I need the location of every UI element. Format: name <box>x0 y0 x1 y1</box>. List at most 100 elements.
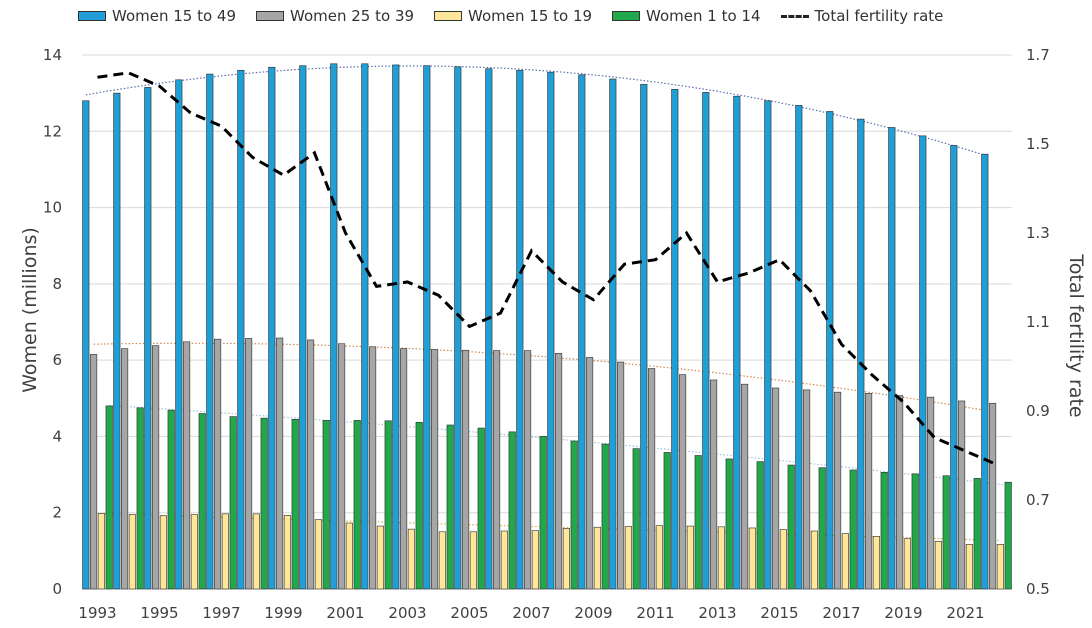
bar-women-25-to-39 <box>90 354 98 590</box>
y2-tick-label: 1.3 <box>1026 224 1050 242</box>
legend-swatch <box>256 11 285 21</box>
bar-women-15-to-49 <box>826 111 834 590</box>
bar-women-15-to-49 <box>702 92 710 590</box>
legend: Women 15 to 49 Women 25 to 39 Women 15 to … <box>78 4 963 28</box>
bar-women-25-to-39 <box>803 389 811 590</box>
bar-women-25-to-39 <box>524 350 532 590</box>
legend-item: Women 15 to 19 <box>434 7 592 25</box>
x-tick-label: 2019 <box>884 604 922 622</box>
legend-item: Women 15 to 49 <box>78 7 236 25</box>
bar-women-25-to-39 <box>431 349 439 590</box>
bar-women-15-to-19 <box>717 526 725 590</box>
bar-women-15-to-19 <box>407 528 415 590</box>
bar-women-1-to-14 <box>260 417 268 590</box>
trendline <box>85 65 985 156</box>
bar-women-25-to-39 <box>276 337 284 590</box>
bar-women-1-to-14 <box>601 443 609 590</box>
x-tick-label: 2011 <box>636 604 674 622</box>
y2-tick-label: 1.5 <box>1026 135 1050 153</box>
bar-women-15-to-49 <box>268 66 276 590</box>
bar-women-1-to-14 <box>508 431 516 590</box>
bar-women-15-to-19 <box>283 515 291 590</box>
bar-women-15-to-49 <box>640 84 648 590</box>
bar-women-15-to-49 <box>516 69 524 590</box>
bar-women-25-to-39 <box>245 338 253 590</box>
bar-women-15-to-49 <box>919 135 927 590</box>
legend-label: Women 15 to 19 <box>468 7 593 25</box>
y-tick-label: 10 <box>43 199 62 217</box>
bar-women-15-to-49 <box>981 153 989 590</box>
x-tick-label: 2017 <box>822 604 860 622</box>
bar-women-15-to-19 <box>593 526 601 590</box>
legend-item: Total fertility rate <box>780 7 943 25</box>
y-axis-title-left: Women (millions) <box>19 227 41 393</box>
bar-women-15-to-19 <box>531 530 539 590</box>
bar-women-25-to-39 <box>741 383 749 590</box>
legend-swatch <box>612 11 641 21</box>
x-tick-label: 1997 <box>202 604 240 622</box>
bar-women-15-to-49 <box>299 65 307 590</box>
bar-women-15-to-49 <box>795 105 803 590</box>
bar-women-15-to-49 <box>237 69 245 590</box>
bar-women-1-to-14 <box>322 420 330 590</box>
bar-women-15-to-49 <box>330 63 338 590</box>
bar-women-15-to-19 <box>996 544 1004 590</box>
bar-women-1-to-14 <box>725 458 733 590</box>
x-tick-label: 2021 <box>946 604 984 622</box>
bar-women-25-to-39 <box>214 338 222 590</box>
bar-women-15-to-49 <box>113 92 121 590</box>
bar-women-1-to-14 <box>787 464 795 590</box>
bar-women-15-to-49 <box>764 100 772 590</box>
bar-women-15-to-19 <box>810 530 818 590</box>
bar-women-15-to-49 <box>578 74 586 590</box>
legend-label: Women 1 to 14 <box>646 7 761 25</box>
y-axis-title-right: Total fertility rate <box>1065 254 1087 418</box>
bar-women-25-to-39 <box>400 348 408 590</box>
bar-women-15-to-19 <box>841 533 849 590</box>
bar-women-1-to-14 <box>105 405 113 590</box>
bar-women-15-to-49 <box>423 65 431 590</box>
bar-women-25-to-39 <box>617 361 625 590</box>
bar-women-15-to-19 <box>97 513 105 590</box>
x-tick-label: 2003 <box>388 604 426 622</box>
bar-women-25-to-39 <box>989 402 997 590</box>
y-tick-label: 8 <box>52 275 62 293</box>
bar-women-15-to-49 <box>671 89 679 590</box>
bar-women-15-to-19 <box>965 544 973 590</box>
bar-women-15-to-19 <box>159 515 167 590</box>
x-tick-label: 1995 <box>140 604 178 622</box>
bar-women-15-to-19 <box>624 526 632 590</box>
bar-women-25-to-39 <box>834 391 842 590</box>
y-tick-label: 2 <box>52 504 62 522</box>
bar-women-15-to-19 <box>903 538 911 590</box>
bar-women-25-to-39 <box>772 387 780 590</box>
bar-women-15-to-49 <box>485 68 493 590</box>
bar-women-15-to-19 <box>779 529 787 590</box>
bar-women-15-to-19 <box>128 514 136 590</box>
bar-women-25-to-39 <box>493 350 501 590</box>
x-tick-label: 1999 <box>264 604 302 622</box>
bar-women-25-to-39 <box>307 339 315 590</box>
legend-item: Women 25 to 39 <box>256 7 414 25</box>
bar-women-1-to-14 <box>477 427 485 590</box>
bar-women-1-to-14 <box>198 413 206 590</box>
bar-women-1-to-14 <box>539 436 547 590</box>
x-tick-label: 2013 <box>698 604 736 622</box>
bar-women-1-to-14 <box>880 471 888 590</box>
bar-women-25-to-39 <box>462 349 470 590</box>
fertility-line-layer <box>97 71 998 466</box>
y2-tick-label: 1.1 <box>1026 313 1050 331</box>
bar-women-25-to-39 <box>338 343 346 590</box>
bar-women-15-to-19 <box>345 522 353 590</box>
bar-women-25-to-39 <box>710 379 718 590</box>
bar-women-15-to-49 <box>857 118 865 590</box>
bar-women-15-to-49 <box>733 95 741 590</box>
bar-women-1-to-14 <box>973 478 981 590</box>
legend-label: Women 25 to 39 <box>290 7 415 25</box>
bar-women-15-to-19 <box>376 525 384 590</box>
bar-women-15-to-19 <box>252 513 260 590</box>
bar-women-15-to-49 <box>361 63 369 590</box>
bar-women-15-to-49 <box>547 71 555 590</box>
x-tick-label: 1993 <box>78 604 116 622</box>
grid <box>82 54 1012 590</box>
